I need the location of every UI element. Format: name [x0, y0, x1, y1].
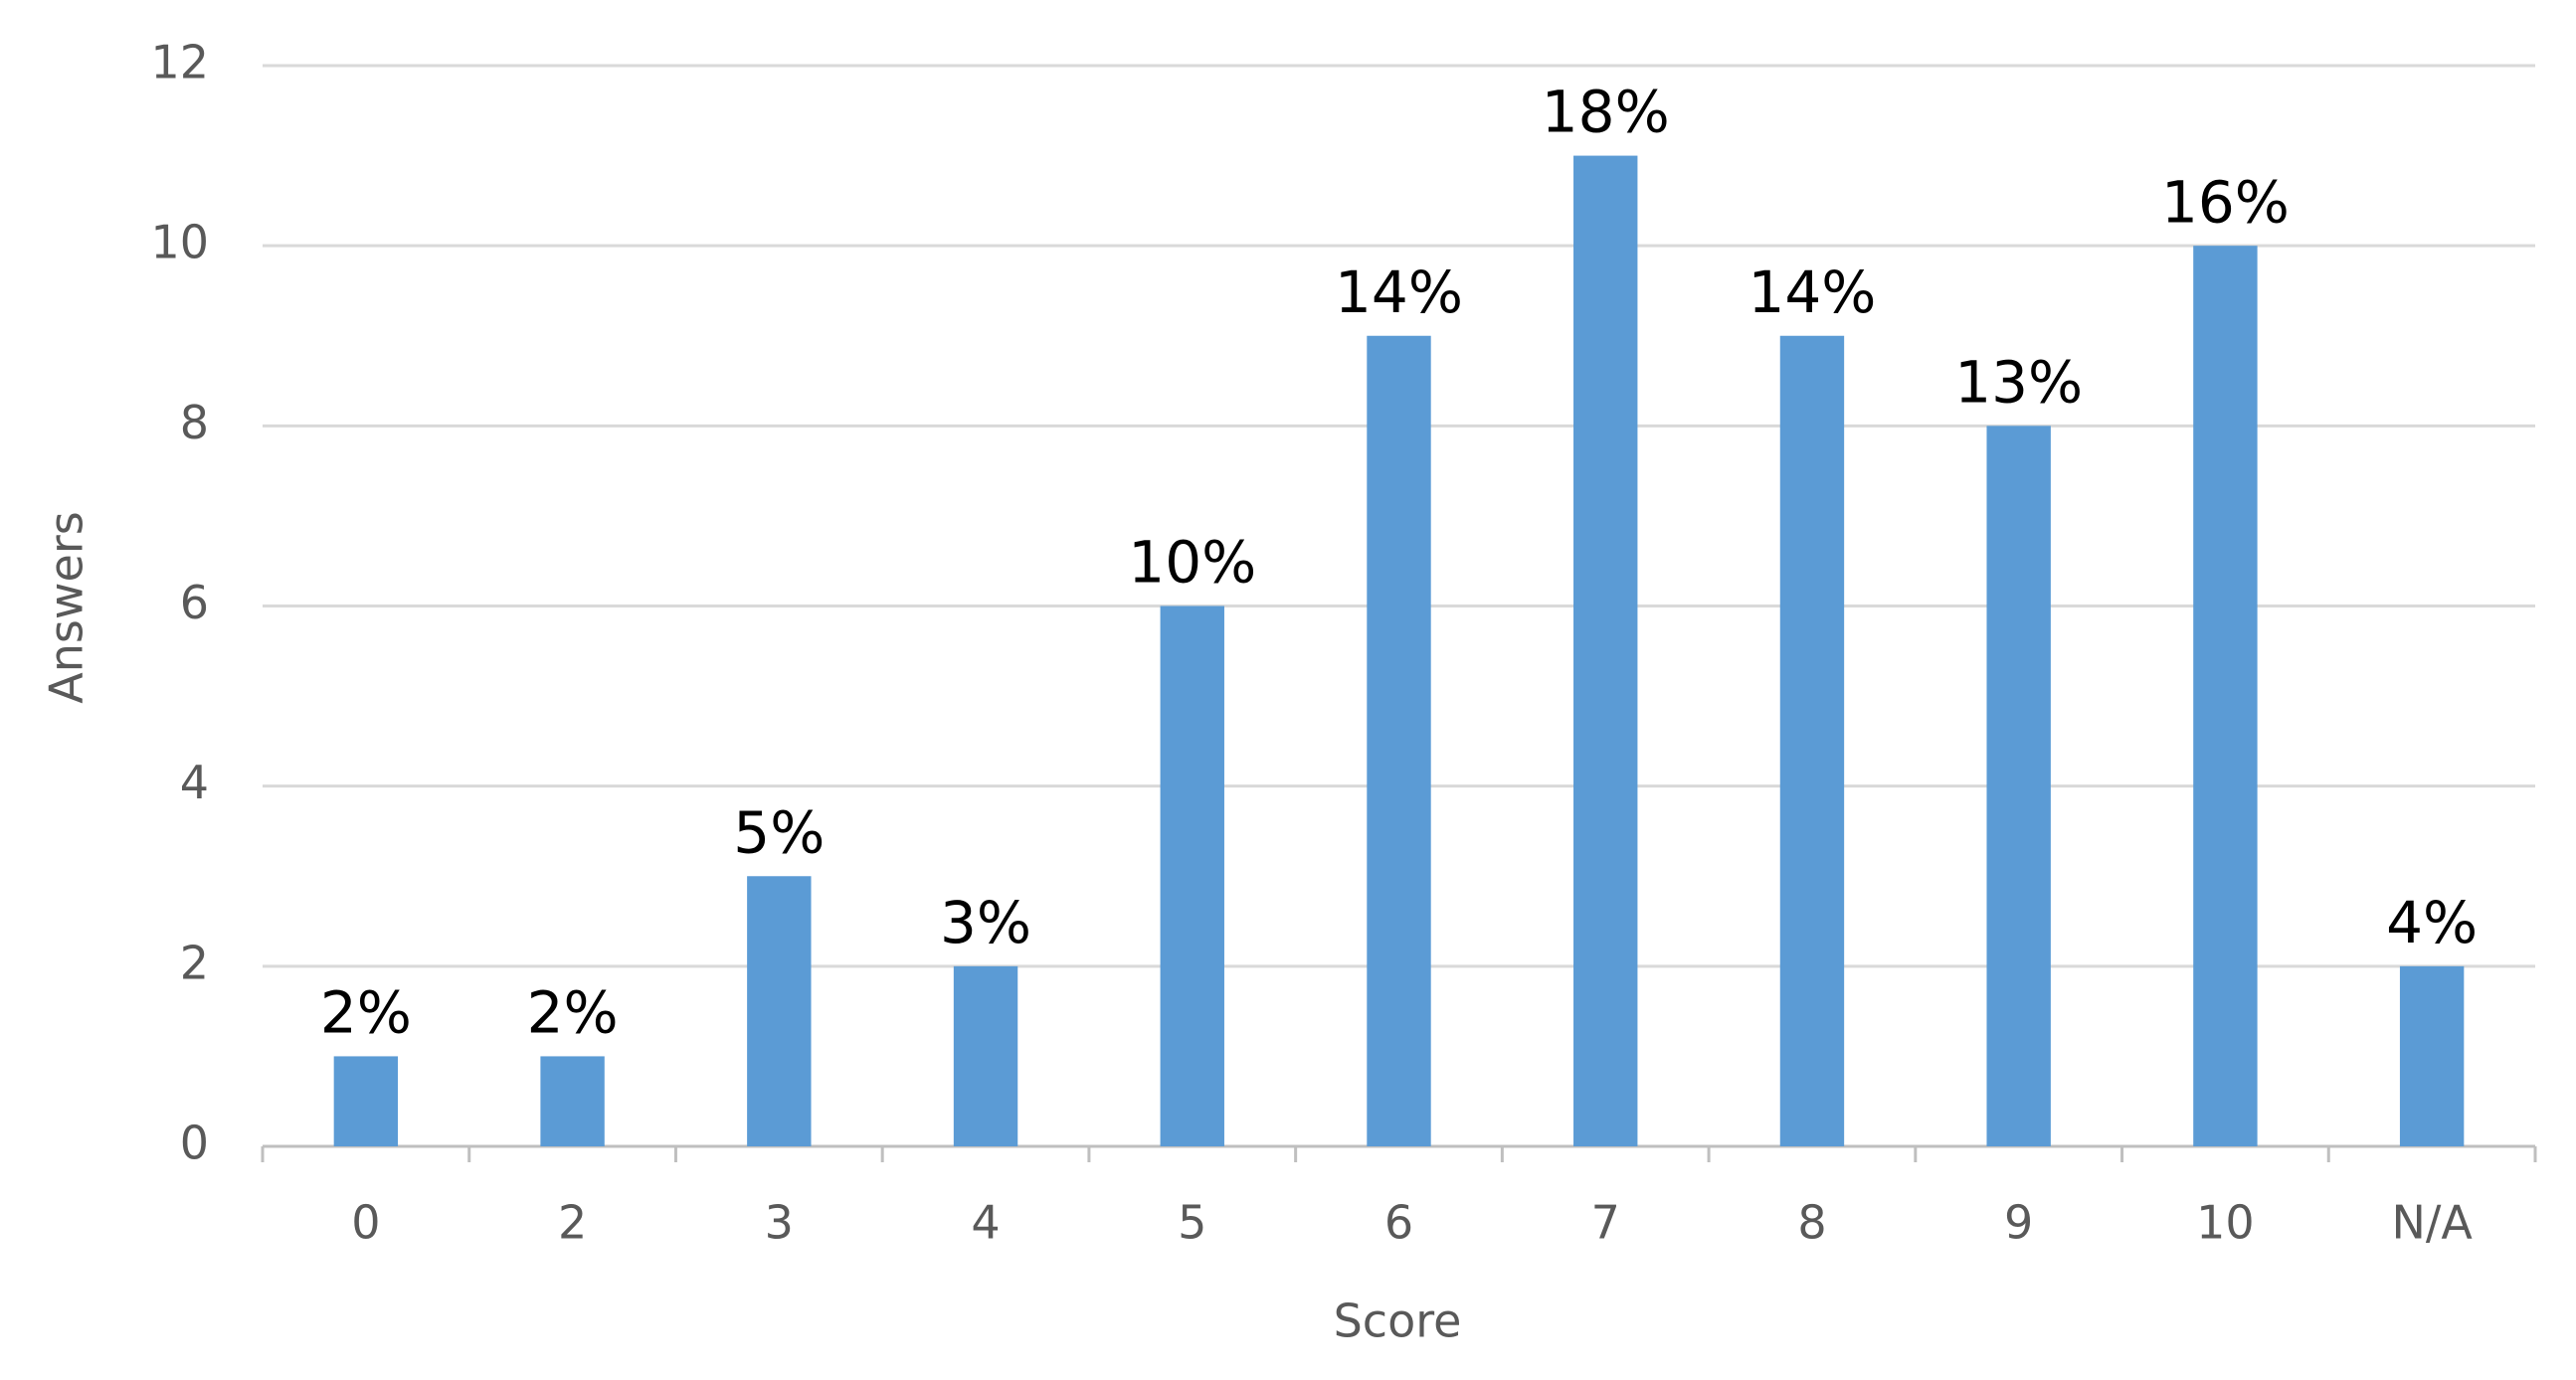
x-tick-label: 4 [971, 1196, 1000, 1250]
data-label: 13% [1954, 348, 2083, 416]
x-tick-label: 7 [1591, 1196, 1620, 1250]
data-label: 3% [940, 889, 1031, 956]
data-label: 14% [1335, 259, 1463, 326]
data-label: 14% [1748, 259, 1876, 326]
data-label: 16% [2161, 168, 2290, 236]
bar [1160, 605, 1224, 1146]
x-axis-title: Score [1334, 1294, 1462, 1348]
bar [1779, 335, 1845, 1146]
x-tick-label: N/A [2391, 1196, 2473, 1250]
bar [333, 1056, 399, 1146]
x-tick-label: 6 [1384, 1196, 1413, 1250]
x-tick-label: 8 [1797, 1196, 1826, 1250]
data-label: 4% [2386, 889, 2478, 956]
y-tick-label: 10 [150, 216, 209, 269]
bar [540, 1056, 605, 1146]
bar [1367, 335, 1431, 1146]
y-tick-label: 0 [180, 1117, 209, 1170]
y-tick-label: 2 [180, 936, 209, 989]
y-tick-label: 8 [180, 396, 209, 449]
bar [747, 876, 812, 1146]
y-tick-label: 12 [150, 36, 209, 89]
x-tick-label: 10 [2196, 1196, 2255, 1250]
bar [1986, 426, 2051, 1146]
bar [953, 965, 1018, 1146]
x-tick-label: 5 [1178, 1196, 1206, 1250]
bar [1573, 155, 1638, 1147]
y-tick-label: 4 [180, 756, 209, 809]
data-label: 2% [527, 979, 619, 1047]
data-label: 10% [1128, 529, 1256, 597]
x-tick-label: 3 [765, 1196, 794, 1250]
x-tick-label: 0 [351, 1196, 380, 1250]
bar [2193, 246, 2258, 1146]
data-label: 18% [1542, 79, 1670, 146]
y-tick-label: 6 [180, 576, 209, 629]
data-label: 5% [733, 798, 825, 866]
data-label: 2% [320, 979, 412, 1047]
bar [2399, 965, 2465, 1146]
x-tick-label: 9 [2004, 1196, 2033, 1250]
y-axis-title: Answers [40, 511, 93, 703]
x-tick-label: 2 [558, 1196, 587, 1250]
